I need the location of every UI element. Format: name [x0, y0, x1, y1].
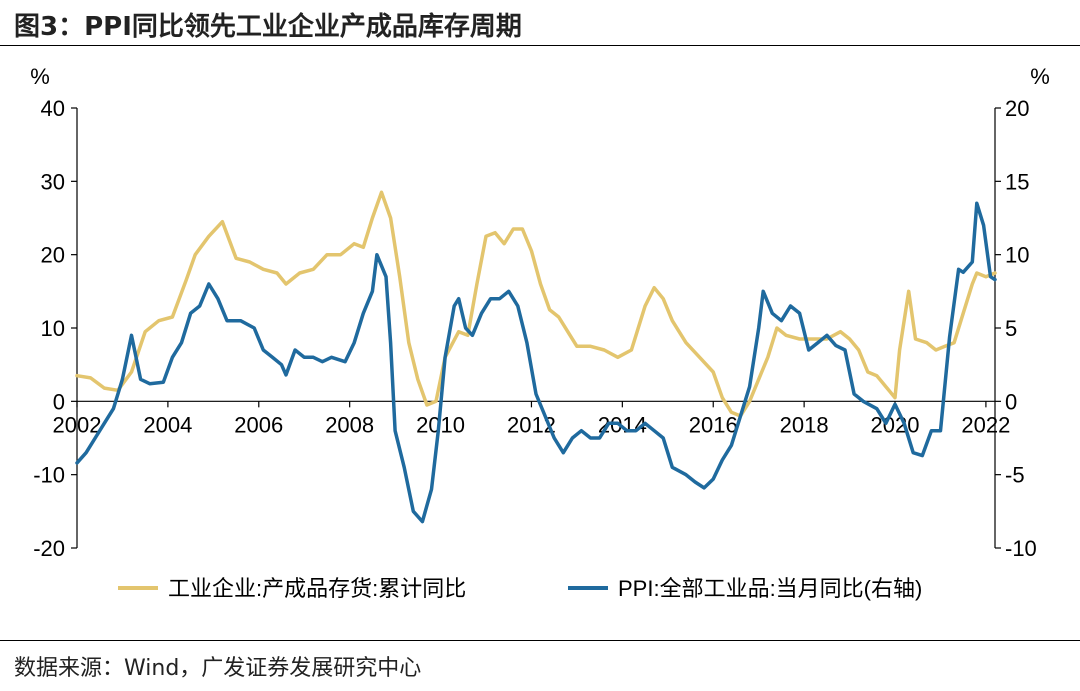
- x-axis-tick-label: 2018: [780, 412, 829, 437]
- inventory-series-line: [75, 190, 997, 418]
- right-axis-tick-label: 5: [1005, 316, 1017, 341]
- left-axis-tick-label: 0: [53, 389, 65, 414]
- left-axis-tick-label: -20: [33, 536, 65, 561]
- source-note: 数据来源：Wind，广发证券发展研究中心: [14, 656, 422, 681]
- ppi-series-line: [75, 201, 997, 524]
- left-axis-tick-label: 30: [41, 169, 65, 194]
- left-axis-tick-label: 10: [41, 316, 65, 341]
- title-divider: [0, 45, 1080, 46]
- left-axis-unit: %: [30, 64, 50, 89]
- left-axis-tick-label: -10: [33, 463, 65, 488]
- chart: -20 -10 0 10 20 30 40% -10 -5 0 5 10 15 20% 2002 2004 20…: [30, 64, 1050, 601]
- x-axis-tick-label: 2002: [53, 412, 102, 437]
- x-axis-tick-label: 2004: [143, 412, 192, 437]
- right-axis-tick-label: -10: [1005, 536, 1037, 561]
- right-axis-unit: %: [1030, 64, 1050, 89]
- figure-title: 图3：PPI同比领先工业企业产成品库存周期: [14, 12, 522, 42]
- x-axis-tick-label: 2008: [325, 412, 374, 437]
- x-axis-tick-label: 2022: [961, 412, 1010, 437]
- footer-divider: [0, 640, 1080, 641]
- right-axis-tick-label: 20: [1005, 96, 1029, 121]
- right-axis-tick-label: 15: [1005, 169, 1029, 194]
- x-axis-tick-label: 2006: [234, 412, 283, 437]
- x-axis-tick-label: 2020: [871, 412, 920, 437]
- right-axis-tick-label: 0: [1005, 389, 1017, 414]
- legend-label-ppi: PPI:全部工业品:当月同比(右轴): [618, 576, 922, 601]
- right-axis-tick-label: 10: [1005, 243, 1029, 268]
- legend-label-inventory: 工业企业:产成品存货:累计同比: [168, 576, 466, 601]
- left-axis-tick-label: 40: [41, 96, 65, 121]
- left-axis-tick-label: 20: [41, 243, 65, 268]
- right-axis-tick-label: -5: [1005, 463, 1025, 488]
- x-axis-tick-label: 2016: [689, 412, 738, 437]
